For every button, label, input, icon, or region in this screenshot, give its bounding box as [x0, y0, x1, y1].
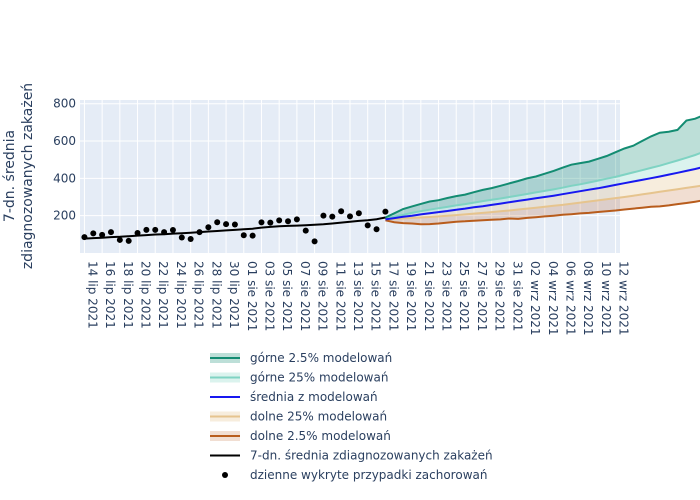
daily-case-point — [205, 224, 212, 231]
daily-case-point — [99, 231, 106, 238]
legend-label: dolne 25% modelowań — [250, 410, 387, 424]
x-tick-label: 01 sie 2021 — [245, 261, 259, 331]
y-tick-label: 400 — [53, 171, 76, 185]
y-axis-label-line: 7-dn. średnia — [2, 130, 18, 222]
x-tick-label: 08 wrz 2021 — [581, 261, 595, 335]
x-axis-ticks: 14 lip 2021 16 lip 2021 18 lip 2021 20 lip … — [85, 261, 630, 335]
x-tick-label: 31 sie 2021 — [510, 261, 524, 331]
x-tick-label: 14 lip 2021 — [85, 261, 99, 329]
y-axis-ticks: 200 400 600 800 — [53, 97, 76, 223]
rolling-average-line — [84, 216, 386, 240]
y-tick-label: 800 — [53, 97, 76, 111]
upper-2-5-line — [384, 115, 700, 219]
daily-case-point — [152, 226, 159, 233]
daily-case-point — [285, 218, 292, 225]
daily-case-point — [240, 232, 247, 239]
x-tick-label: 25 sie 2021 — [457, 261, 471, 331]
daily-case-point — [382, 208, 389, 215]
daily-case-point — [81, 234, 88, 241]
x-tick-label: 20 lip 2021 — [139, 261, 153, 329]
daily-case-point — [107, 229, 114, 236]
daily-case-point — [373, 226, 380, 233]
y-tick-label: 200 — [53, 209, 76, 223]
lower-25-line — [385, 184, 700, 221]
x-tick-label: 02 wrz 2021 — [528, 261, 542, 335]
daily-case-point — [231, 221, 238, 228]
x-tick-label: 23 sie 2021 — [440, 261, 454, 331]
upper-2-5-band — [385, 116, 700, 219]
daily-case-point — [302, 227, 309, 234]
daily-case-point — [320, 212, 327, 219]
x-tick-label: 16 lip 2021 — [103, 261, 117, 329]
daily-case-point — [276, 217, 283, 224]
lower-2-5-line — [385, 199, 700, 226]
daily-case-point — [223, 221, 230, 228]
x-tick-label: 05 sie 2021 — [280, 261, 294, 331]
x-tick-label: 30 lip 2021 — [227, 261, 241, 329]
x-tick-label: 07 sie 2021 — [298, 261, 312, 331]
daily-case-point — [311, 238, 318, 245]
x-tick-label: 13 sie 2021 — [351, 261, 365, 331]
x-tick-label: 04 wrz 2021 — [546, 261, 560, 335]
lower-25-band — [385, 167, 700, 220]
legend-label: średnia z modelowań — [250, 390, 378, 404]
daily-case-point — [267, 219, 274, 226]
x-tick-label: 09 sie 2021 — [316, 261, 330, 331]
x-tick-label: 06 wrz 2021 — [563, 261, 577, 335]
x-tick-label: 29 sie 2021 — [493, 261, 507, 331]
legend-label: 7-dn. średnia zdiagnozowanych zakażeń — [250, 449, 493, 463]
y-axis-label-line: zdiagnozowanych zakażeń — [20, 83, 36, 269]
y-tick-label: 600 — [53, 134, 76, 148]
daily-case-point — [169, 227, 176, 234]
x-tick-label: 11 sie 2021 — [333, 261, 347, 331]
daily-case-point — [258, 219, 265, 226]
x-tick-label: 10 wrz 2021 — [599, 261, 613, 335]
y-axis-label: 7-dn. średnia zdiagnozowanych zakażeń — [2, 83, 36, 269]
x-tick-label: 22 lip 2021 — [156, 261, 170, 329]
legend-label: górne 25% modelowań — [250, 371, 388, 385]
x-tick-label: 28 lip 2021 — [209, 261, 223, 329]
daily-case-point — [329, 213, 336, 220]
daily-case-point — [134, 230, 141, 237]
grid-lines — [80, 100, 620, 253]
x-tick-label: 27 sie 2021 — [475, 261, 489, 331]
x-tick-label: 21 sie 2021 — [422, 261, 436, 331]
legend-label: dzienne wykryte przypadki zachorowań — [250, 468, 487, 482]
daily-case-points — [81, 208, 389, 245]
x-tick-label: 12 wrz 2021 — [617, 261, 631, 335]
daily-case-point — [143, 226, 150, 233]
x-tick-label: 19 sie 2021 — [404, 261, 418, 331]
daily-case-point — [161, 229, 168, 236]
upper-25-line — [385, 152, 700, 220]
x-tick-label: 03 sie 2021 — [262, 261, 276, 331]
daily-case-point — [338, 208, 345, 215]
daily-case-point — [196, 229, 203, 236]
x-tick-label: 15 sie 2021 — [369, 261, 383, 331]
legend-swatch-dot — [222, 472, 228, 478]
daily-case-point — [293, 216, 300, 223]
legend-label: dolne 2.5% modelowań — [250, 429, 391, 443]
daily-case-point — [364, 222, 371, 229]
daily-case-point — [90, 230, 97, 237]
x-tick-label: 24 lip 2021 — [174, 261, 188, 329]
legend: górne 2.5% modelowań górne 25% modelowań ś… — [210, 351, 493, 482]
daily-case-point — [187, 236, 194, 243]
daily-case-point — [178, 234, 185, 241]
x-tick-label: 26 lip 2021 — [192, 261, 206, 329]
daily-case-point — [355, 210, 362, 217]
daily-case-point — [249, 232, 256, 239]
daily-case-point — [125, 237, 132, 244]
daily-case-point — [214, 219, 221, 226]
daily-case-point — [347, 213, 353, 220]
legend-label: górne 2.5% modelowań — [250, 351, 392, 365]
series-lines — [84, 115, 700, 240]
x-tick-label: 18 lip 2021 — [121, 261, 135, 329]
x-tick-label: 17 sie 2021 — [386, 261, 400, 331]
mean-line — [385, 166, 700, 221]
daily-case-point — [116, 236, 123, 243]
